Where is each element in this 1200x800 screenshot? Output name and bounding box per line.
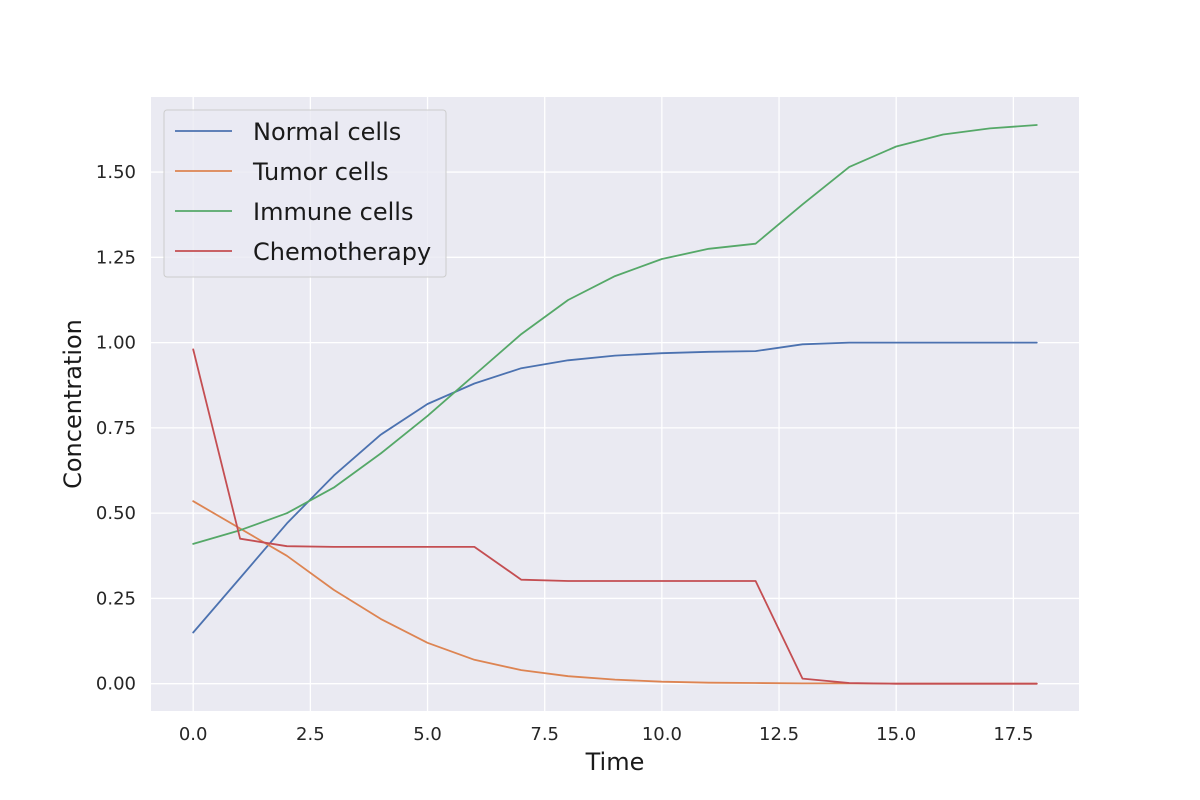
legend-box [163, 109, 447, 278]
y-tick-label: 1.25 [96, 247, 136, 268]
legend: Normal cells Tumor cells Immune cells Chemo… [163, 109, 447, 278]
series-line-immune-cells [192, 124, 1038, 545]
series-line-normal-cells [192, 341, 1038, 634]
series-line-chemotherapy [192, 348, 1038, 685]
x-tick-label: 7.5 [530, 724, 559, 745]
x-tick-label: 10.0 [642, 724, 682, 745]
series-lines [192, 124, 1038, 685]
legend-label-normal-cells: Normal cells [253, 118, 401, 146]
y-tick-label: 0.75 [96, 418, 136, 439]
x-tick-label: 5.0 [413, 724, 442, 745]
legend-label-immune-cells: Immune cells [253, 198, 413, 226]
tick-labels: 0.0 2.5 5.0 7.5 10.0 12.5 15.0 17.5 0.00 0.25 0.50… [96, 162, 1034, 745]
y-axis-label: Concentration [59, 319, 87, 489]
y-tick-label: 0.00 [96, 674, 136, 695]
y-tick-label: 0.50 [96, 503, 136, 524]
x-tick-label: 2.5 [296, 724, 325, 745]
y-tick-label: 0.25 [96, 588, 136, 609]
x-tick-label: 15.0 [876, 724, 916, 745]
y-tick-label: 1.00 [96, 333, 136, 354]
legend-label-chemotherapy: Chemotherapy [253, 238, 431, 266]
x-tick-label: 0.0 [179, 724, 208, 745]
x-axis-label: Time [585, 748, 645, 776]
y-tick-label: 1.50 [96, 162, 136, 183]
x-tick-label: 12.5 [759, 724, 799, 745]
legend-label-tumor-cells: Tumor cells [252, 158, 389, 186]
x-tick-label: 17.5 [993, 724, 1033, 745]
